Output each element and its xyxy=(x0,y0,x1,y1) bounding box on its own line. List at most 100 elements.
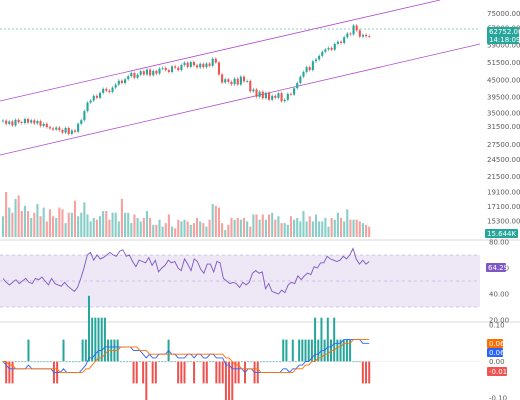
volume-bar xyxy=(142,217,145,237)
volume-bar xyxy=(111,212,114,237)
candle-body xyxy=(305,67,308,72)
candle-body xyxy=(264,92,267,99)
macd-histogram-bar xyxy=(224,361,227,400)
macd-histogram-bar xyxy=(21,361,24,363)
candle-body xyxy=(211,58,214,66)
volume-bar xyxy=(280,223,283,237)
volume-bar xyxy=(255,214,258,237)
volume-bar xyxy=(205,226,208,237)
volume-bar xyxy=(271,212,274,237)
candle-body xyxy=(92,95,95,101)
macd-histogram-bar xyxy=(237,361,240,384)
macd-tags: 0.06 0.06 -0.01 xyxy=(487,339,507,376)
volume-bar xyxy=(258,219,261,237)
candle-body xyxy=(64,127,67,133)
volume-bar xyxy=(296,217,299,237)
volume-bar xyxy=(1,216,5,237)
volume-bar xyxy=(98,216,102,237)
candle-body xyxy=(155,70,158,74)
volume-bar xyxy=(108,219,111,237)
candle-body xyxy=(149,69,152,76)
macd-histogram-bar xyxy=(298,339,301,362)
volume-bar xyxy=(214,205,217,237)
candle-body xyxy=(239,76,242,85)
macd-histogram-bar xyxy=(24,361,27,363)
volume-bar xyxy=(139,221,142,237)
volume-bar xyxy=(305,221,308,237)
candle-body xyxy=(274,95,277,98)
candle-body xyxy=(55,127,58,130)
rsi-value-label: 64.29 xyxy=(488,264,508,272)
macd-histogram-bar xyxy=(94,317,97,362)
candle-body xyxy=(61,130,64,133)
rsi-tag-background xyxy=(486,263,506,272)
macd-histogram-bar xyxy=(11,361,14,384)
volume-bar xyxy=(352,219,355,237)
candle-body xyxy=(26,119,30,123)
macd-value-label: 0.06 xyxy=(489,340,505,348)
macd-histogram-bar xyxy=(205,361,208,384)
rsi-line xyxy=(2,247,370,295)
volume-bar xyxy=(161,226,164,237)
candle-body xyxy=(333,43,336,50)
macd-histogram-bar xyxy=(129,361,132,363)
macd-histogram-bar xyxy=(97,317,100,362)
volume-bar xyxy=(92,217,95,237)
volume-bar xyxy=(8,207,11,237)
candle-body xyxy=(164,67,167,71)
volume-bar xyxy=(355,219,358,237)
volume-bar xyxy=(361,223,364,237)
candle-body xyxy=(36,121,39,124)
macd-histogram-bar xyxy=(208,361,211,363)
volume-bar xyxy=(67,212,70,237)
volume-bar xyxy=(158,219,161,237)
macd-histogram-bar xyxy=(275,361,278,363)
macd-histogram-bar xyxy=(240,361,243,363)
candle-body xyxy=(268,92,271,100)
volume-bar xyxy=(289,216,293,237)
channel-lower-line[interactable] xyxy=(0,43,481,156)
macd-histogram-bar xyxy=(279,361,282,363)
macd-histogram-bar xyxy=(170,361,173,363)
candle-body xyxy=(67,127,70,134)
volume-bar xyxy=(89,221,92,237)
volume-bar xyxy=(73,200,77,237)
macd-histogram-bar xyxy=(173,361,176,363)
rsi-panel[interactable] xyxy=(0,239,520,308)
macd-histogram-bar xyxy=(310,339,313,362)
rsi-axis-tick-label: 40.00 xyxy=(489,291,509,299)
candle-body xyxy=(368,36,371,37)
volume-bar xyxy=(183,219,186,237)
macd-axis[interactable]: 0.10 0.00 -0.10 xyxy=(489,322,507,400)
macd-panel[interactable] xyxy=(0,295,520,400)
volume-bar xyxy=(343,221,346,237)
volume-bar xyxy=(327,226,330,237)
candle-body xyxy=(233,78,236,85)
volume-bar xyxy=(117,221,120,237)
macd-histogram-bar xyxy=(358,361,361,363)
macd-histogram-bar xyxy=(59,361,62,363)
candle-body xyxy=(324,49,327,52)
volume-bar xyxy=(268,214,271,237)
volume-bar xyxy=(358,221,361,237)
price-axis-tick-label: 75000.00 xyxy=(487,10,520,18)
price-axis-tick-label: 17100.00 xyxy=(487,203,520,211)
volume-bar xyxy=(164,223,167,237)
macd-histogram-bar xyxy=(234,361,237,384)
macd-histogram-bar xyxy=(123,361,126,363)
candle-body xyxy=(127,76,130,80)
macd-histogram-bar xyxy=(65,361,68,363)
candle-body xyxy=(139,71,142,75)
volume-bar xyxy=(211,204,214,237)
candle-body xyxy=(205,63,208,68)
candle-body xyxy=(365,34,368,37)
volume-bar xyxy=(189,224,192,237)
macd-histogram-bar xyxy=(263,361,266,363)
trend-channel[interactable] xyxy=(0,0,481,156)
countdown-label: 14:18:09 xyxy=(489,36,520,44)
channel-upper-line[interactable] xyxy=(0,0,441,102)
macd-histogram-bar xyxy=(158,361,161,363)
macd-histogram-bar xyxy=(49,361,52,363)
